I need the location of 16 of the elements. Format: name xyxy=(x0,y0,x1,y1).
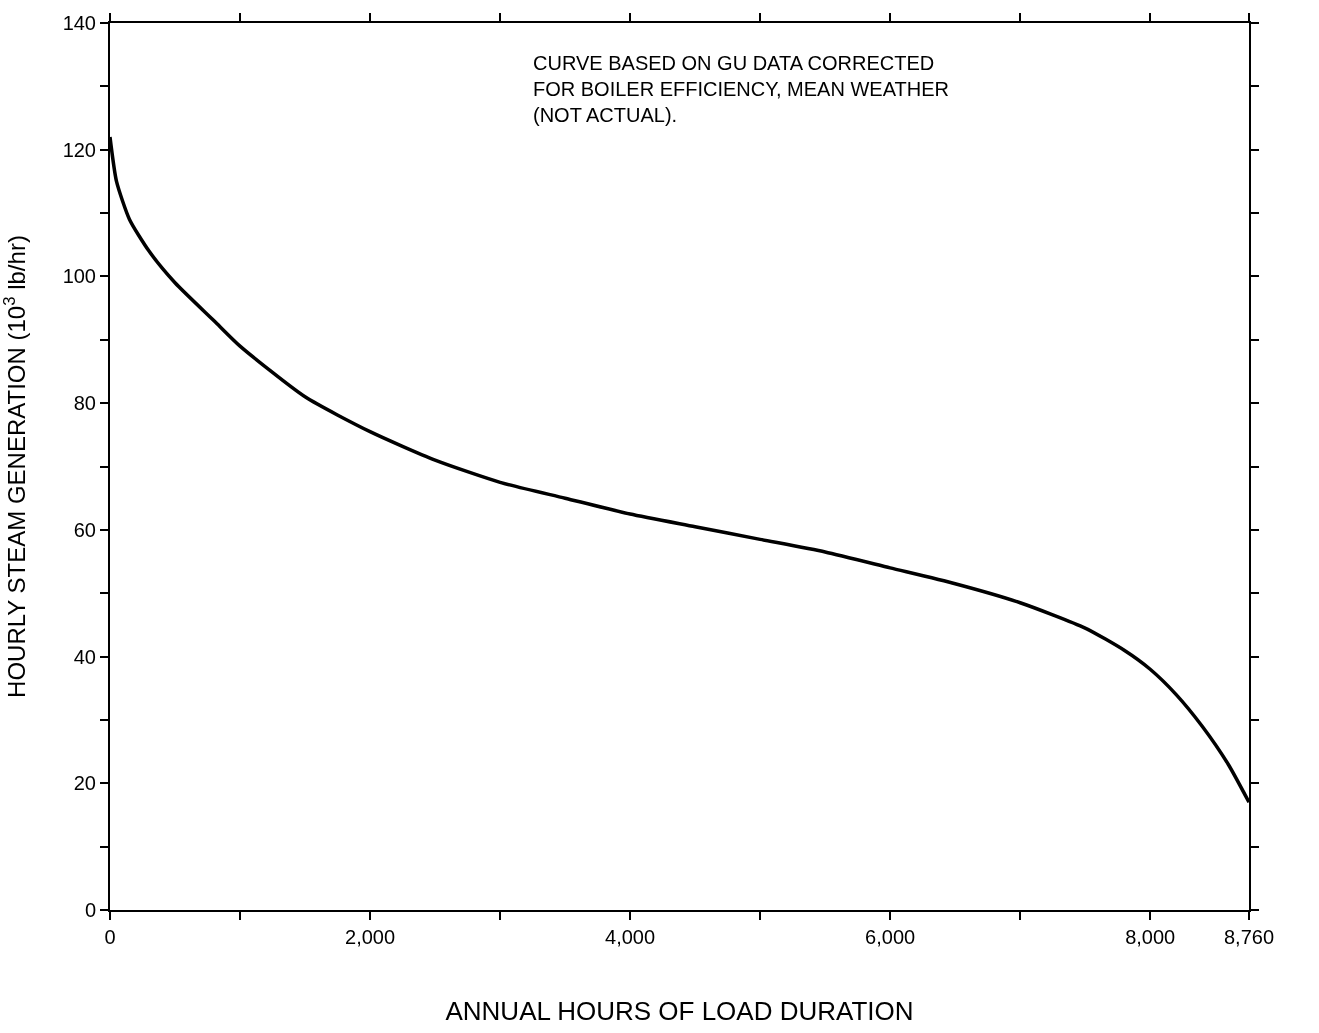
y-tick-label: 100 xyxy=(62,265,96,288)
y-tick-label: 40 xyxy=(73,645,96,668)
x-tick-label: 8,760 xyxy=(1223,926,1275,948)
x-axis-title: ANNUAL HOURS OF LOAD DURATION xyxy=(445,996,914,1027)
x-tick-label: 2,000 xyxy=(345,926,396,948)
x-tick-label: 8,000 xyxy=(1125,926,1176,948)
y-tick-label: 140 xyxy=(62,12,96,34)
y-tick-label: 120 xyxy=(62,138,96,161)
y-tick-label: 20 xyxy=(73,772,96,795)
x-tick-label: 4,000 xyxy=(605,926,656,948)
y-tick-label: 80 xyxy=(73,392,96,415)
annotation: CURVE BASED ON GU DATA CORRECTED FOR BOILER EFFICIENCY, MEAN WEATHER (NOT ACTUAL). xyxy=(533,52,949,126)
x-tick-label: 0 xyxy=(104,926,116,948)
y-tick-label: 60 xyxy=(73,518,96,541)
y-tick-label: 0 xyxy=(84,899,96,921)
x-tick-label: 6,000 xyxy=(865,926,916,948)
